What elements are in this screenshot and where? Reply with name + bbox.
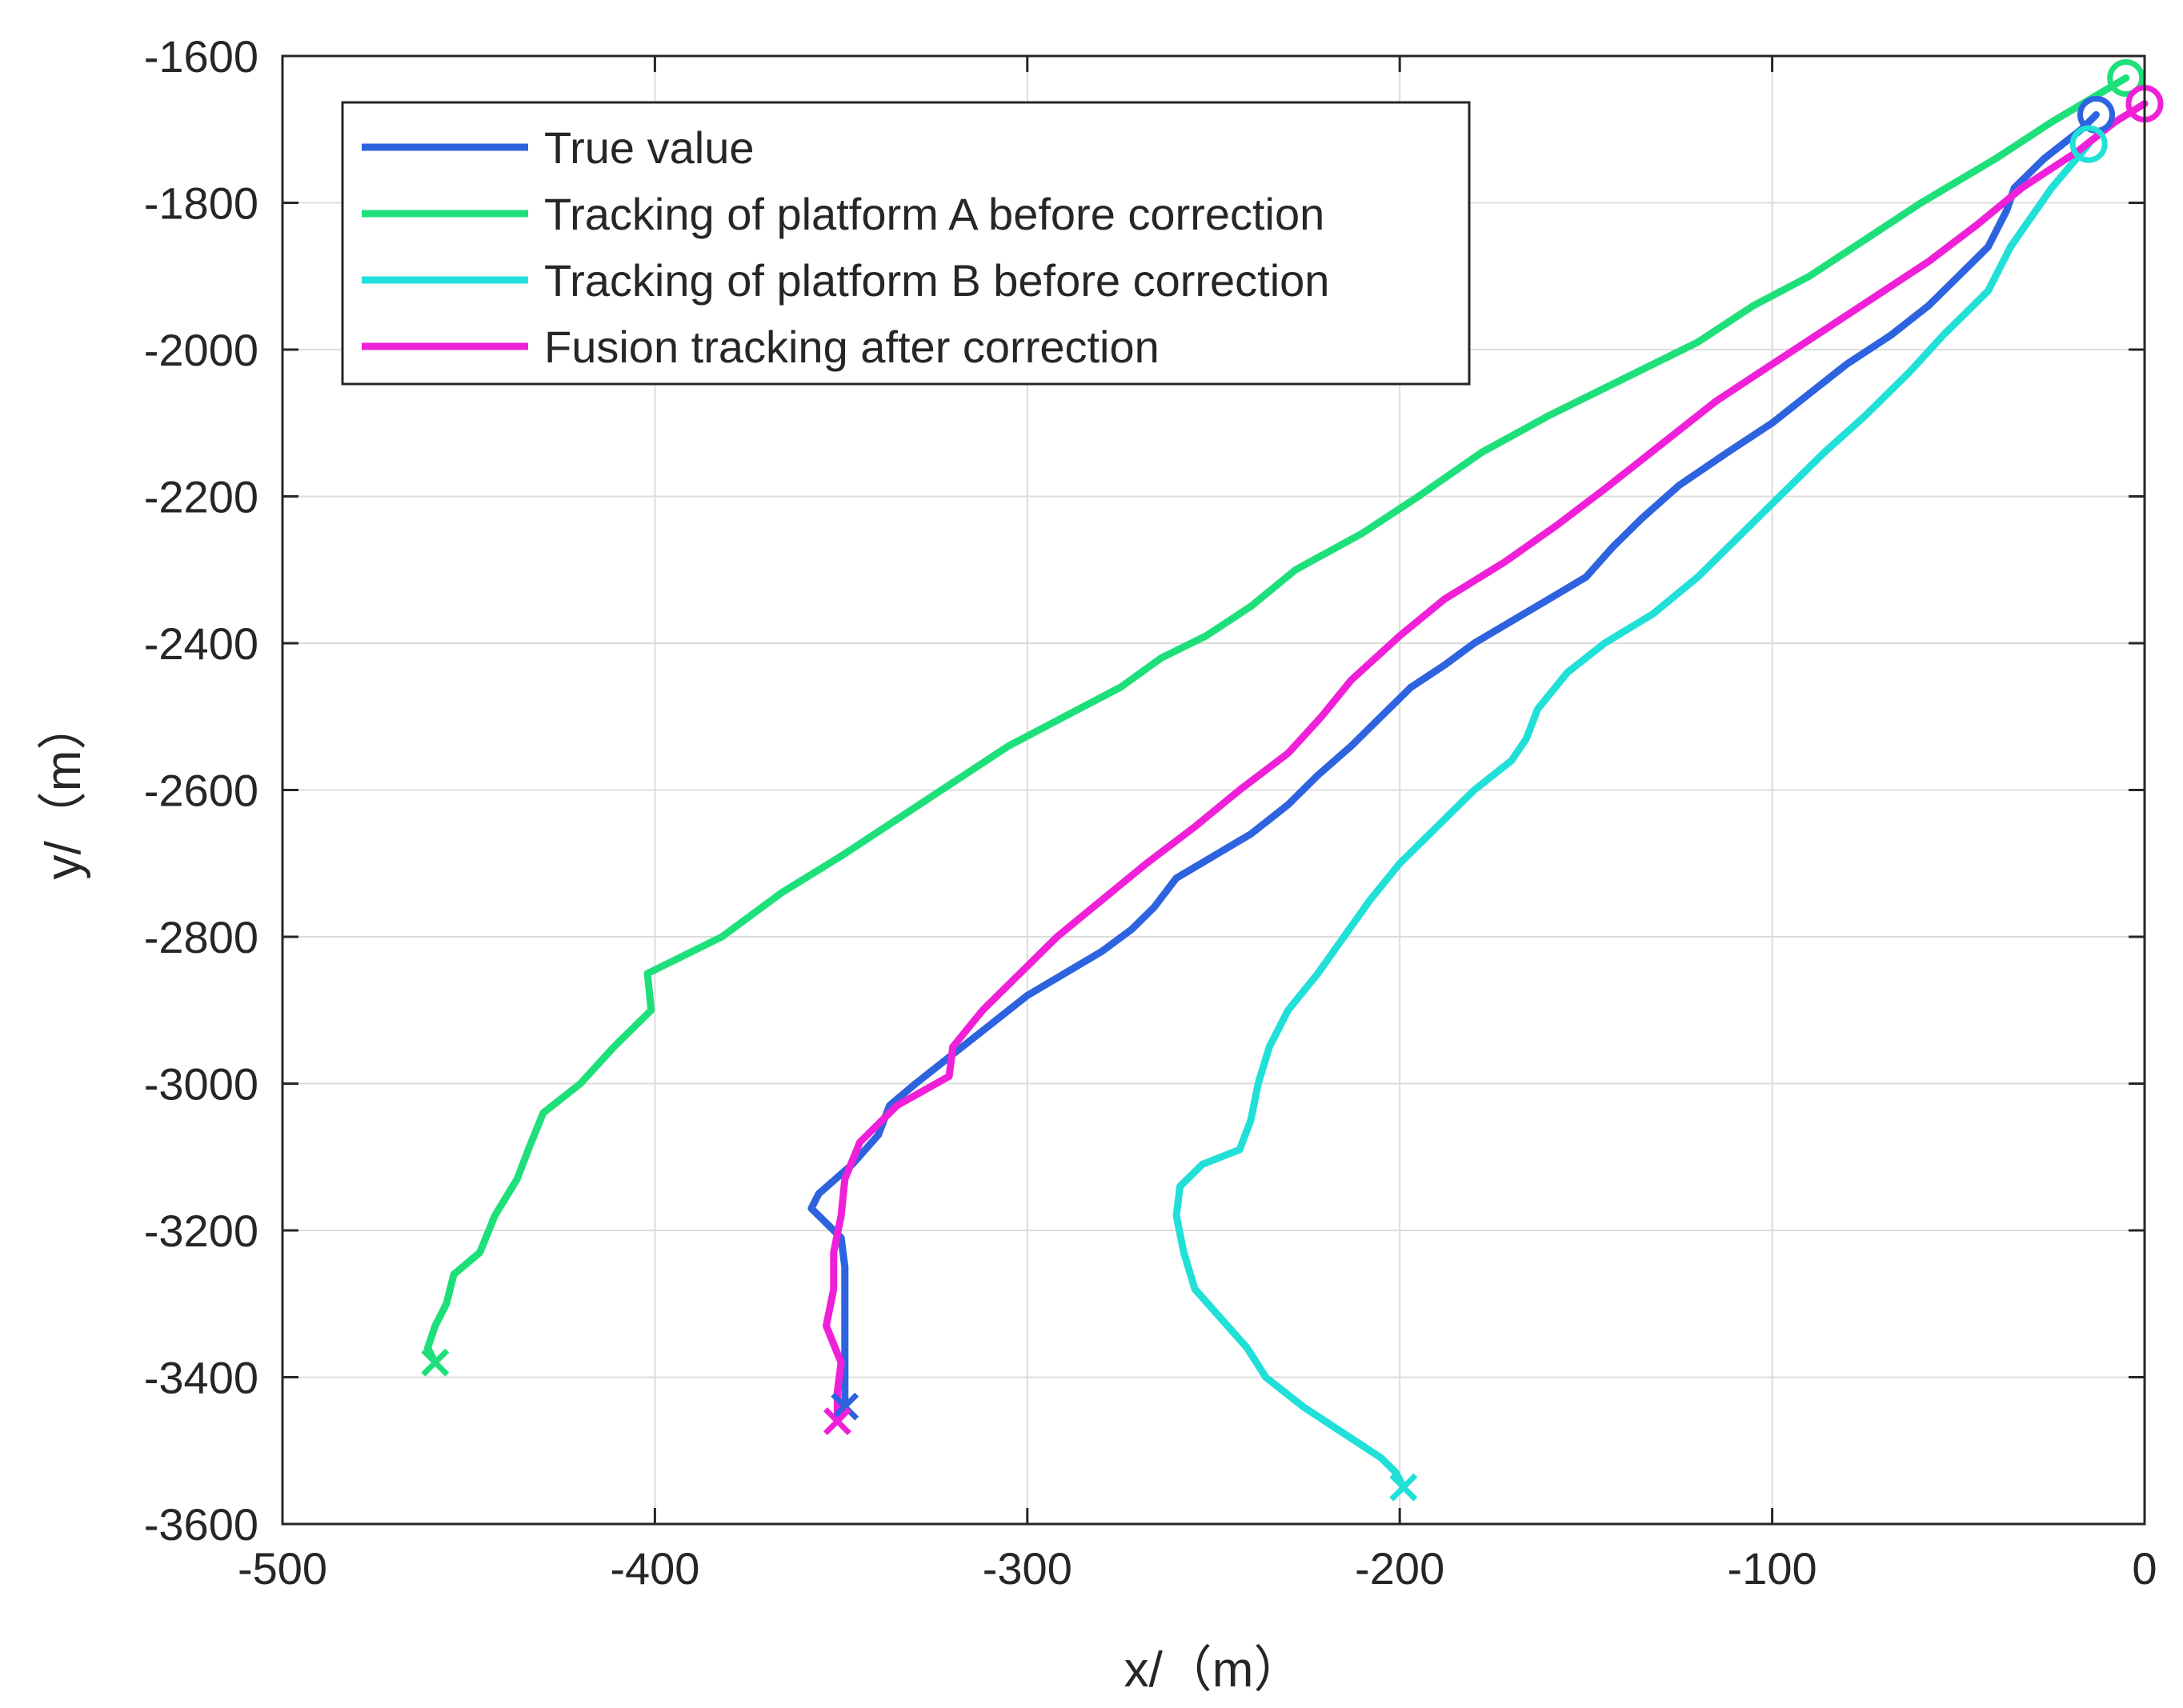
series-line [424, 74, 2130, 1366]
y-tick-label: -1600 [144, 31, 258, 82]
x-tick-label: -100 [1728, 1543, 1817, 1594]
y-tick-label: -3400 [144, 1353, 258, 1403]
x-tick-label: -300 [983, 1543, 1072, 1594]
y-tick-label: -1800 [144, 178, 258, 229]
x-axis-label: x/（m） [1124, 1642, 1304, 1698]
x-tick-label: -400 [610, 1543, 699, 1594]
y-tick-label: -2200 [144, 472, 258, 522]
y-axis-label: y/（m） [36, 701, 91, 880]
trajectory-markers [421, 59, 2164, 1502]
legend-label: Tracking of platform B before correction [544, 255, 1329, 306]
end-x-marker [823, 1407, 851, 1436]
end-x-marker [421, 1348, 450, 1377]
start-circle-marker [2069, 125, 2108, 163]
y-tick-label: -2800 [144, 912, 258, 962]
series-lines [424, 74, 2149, 1491]
y-tick-label: -2400 [144, 618, 258, 669]
legend-label: Fusion tracking after correction [544, 322, 1160, 372]
legend-items: True value Tracking of platform A before … [362, 122, 1329, 372]
x-tick-label: -200 [1355, 1543, 1444, 1594]
x-tick-label: 0 [2132, 1543, 2157, 1594]
y-tick-label: -2600 [144, 766, 258, 816]
x-tick-label: -500 [238, 1543, 327, 1594]
axis-ticks: -500 -400 -300 -200 -100 0 -1600 -1800 -2000 -220… [144, 31, 2157, 1594]
legend: True value Tracking of platform A before … [341, 101, 1471, 386]
y-tick-label: -3600 [144, 1499, 258, 1550]
legend-box [341, 101, 1471, 386]
legend-label: Tracking of platform A before correction [544, 189, 1324, 239]
series-line [823, 100, 2149, 1425]
y-tick-label: -3000 [144, 1059, 258, 1110]
end-x-marker [831, 1392, 859, 1421]
series-line [1172, 140, 2093, 1491]
y-tick-label: -2000 [144, 325, 258, 375]
y-tick-label: -3200 [144, 1206, 258, 1256]
legend-label: True value [544, 122, 755, 173]
end-x-marker [1389, 1473, 1418, 1502]
start-circle-marker [2107, 59, 2145, 98]
